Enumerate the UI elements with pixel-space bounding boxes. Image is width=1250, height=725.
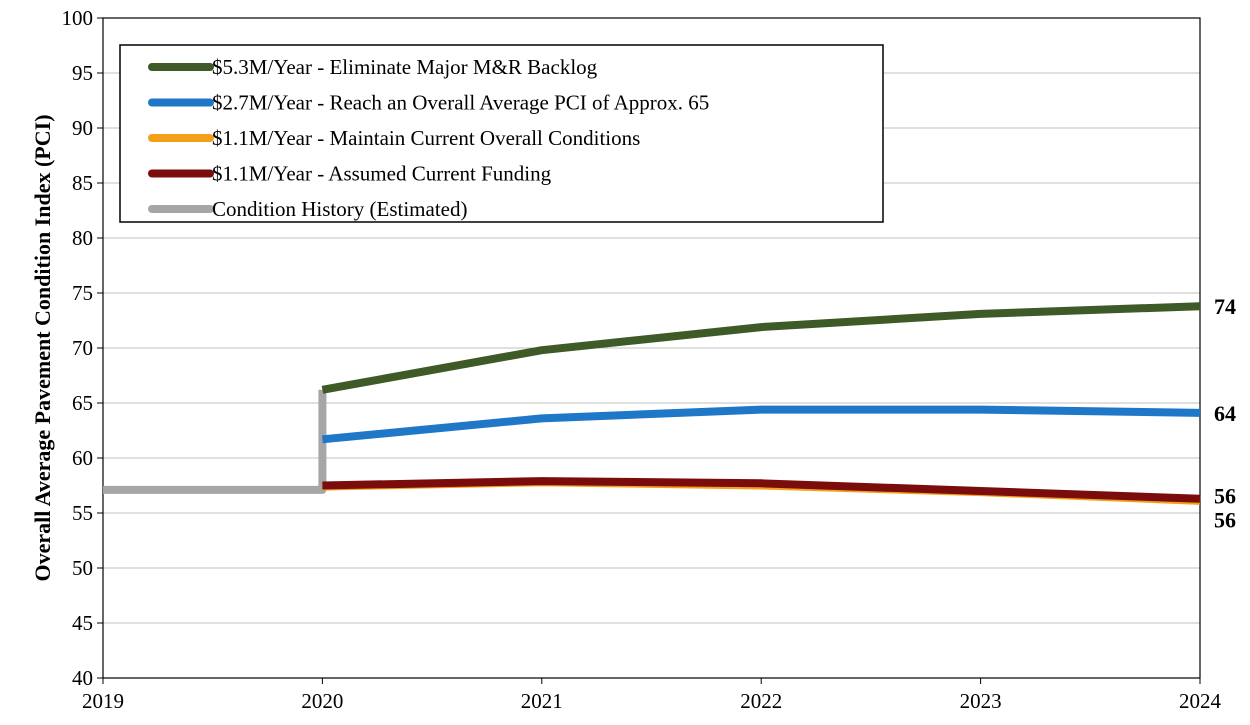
y-axis-ticks: 40 45 50 55 60 65 70 75 80 85 90 95 100 bbox=[62, 6, 103, 690]
x-tick-label: 2021 bbox=[521, 689, 563, 713]
x-axis-ticks: 2019 2020 2021 2022 2023 2024 bbox=[82, 678, 1222, 713]
series-lines bbox=[103, 302, 1201, 505]
y-tick-label: 45 bbox=[72, 611, 93, 635]
legend-label-1: $2.7M/Year - Reach an Overall Average PC… bbox=[212, 91, 709, 115]
end-value-label: 74 bbox=[1214, 294, 1236, 319]
x-tick-label: 2020 bbox=[301, 689, 343, 713]
legend-label-2: $1.1M/Year - Maintain Current Overall Co… bbox=[212, 126, 640, 150]
y-tick-label: 60 bbox=[72, 446, 93, 470]
end-value-label: 56 bbox=[1214, 483, 1236, 508]
y-tick-label: 55 bbox=[72, 501, 93, 525]
series-line-4 bbox=[103, 389, 327, 494]
y-tick-label: 40 bbox=[72, 666, 93, 690]
end-value-label: 56 bbox=[1214, 508, 1236, 533]
y-axis-title: Overall Average Pavement Condition Index… bbox=[30, 114, 55, 581]
legend-label-3: $1.1M/Year - Assumed Current Funding bbox=[212, 162, 552, 186]
legend-label-0: $5.3M/Year - Eliminate Major M&R Backlog bbox=[212, 55, 598, 79]
series-line-3 bbox=[322, 477, 1201, 503]
y-tick-label: 50 bbox=[72, 556, 93, 580]
y-tick-label: 95 bbox=[72, 61, 93, 85]
y-tick-label: 100 bbox=[62, 6, 94, 30]
legend-label-4: Condition History (Estimated) bbox=[212, 197, 467, 221]
y-tick-label: 90 bbox=[72, 116, 93, 140]
y-tick-label: 85 bbox=[72, 171, 93, 195]
y-tick-label: 80 bbox=[72, 226, 93, 250]
legend: $5.3M/Year - Eliminate Major M&R Backlog… bbox=[119, 44, 884, 223]
y-tick-label: 75 bbox=[72, 281, 93, 305]
x-tick-label: 2023 bbox=[960, 689, 1002, 713]
series-line-0 bbox=[321, 302, 1201, 394]
x-tick-label: 2019 bbox=[82, 689, 124, 713]
series-line-1 bbox=[322, 405, 1201, 444]
x-tick-label: 2024 bbox=[1179, 689, 1222, 713]
y-tick-label: 70 bbox=[72, 336, 93, 360]
end-value-label: 64 bbox=[1214, 401, 1236, 426]
legend-box bbox=[119, 44, 884, 223]
x-tick-label: 2022 bbox=[740, 689, 782, 713]
y-tick-label: 65 bbox=[72, 391, 93, 415]
